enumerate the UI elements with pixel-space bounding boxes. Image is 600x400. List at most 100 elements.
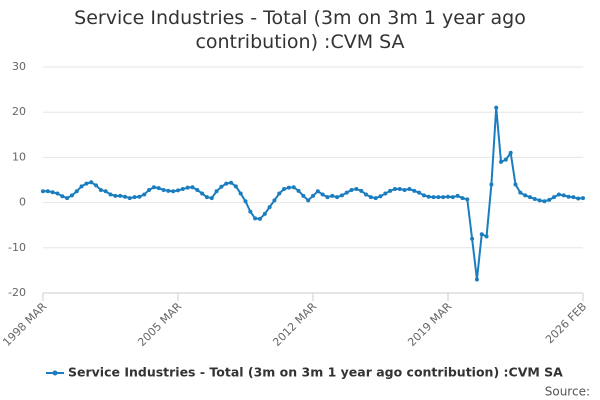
point — [547, 197, 552, 202]
point — [195, 187, 200, 192]
y-tick-label: -10 — [8, 241, 26, 254]
point — [156, 186, 161, 191]
x-tick-label: 2012 MAR — [270, 300, 319, 349]
point — [277, 191, 282, 196]
point — [272, 198, 277, 203]
point — [494, 105, 499, 110]
point — [335, 195, 340, 200]
point — [392, 187, 397, 192]
point — [151, 185, 156, 190]
point — [368, 195, 373, 200]
point — [344, 190, 349, 195]
point — [349, 187, 354, 192]
point — [122, 194, 127, 199]
point — [306, 198, 311, 203]
point — [98, 187, 103, 192]
point — [460, 196, 465, 201]
point — [513, 182, 518, 187]
x-tick-label: 2019 MAR — [405, 300, 454, 349]
point — [315, 189, 320, 194]
point — [426, 194, 431, 199]
point — [320, 192, 325, 197]
point — [339, 193, 344, 198]
point — [190, 185, 195, 190]
point — [113, 193, 118, 198]
point — [556, 192, 561, 197]
point — [50, 190, 55, 195]
point — [209, 196, 214, 201]
point — [74, 189, 79, 194]
point — [94, 183, 99, 188]
point — [89, 180, 94, 185]
point — [282, 187, 287, 192]
point — [166, 188, 171, 193]
point — [532, 196, 537, 201]
point — [450, 195, 455, 200]
point — [253, 216, 258, 221]
point — [581, 196, 585, 201]
point — [60, 194, 65, 199]
point — [402, 187, 407, 192]
legend-marker — [52, 370, 58, 376]
y-tick-label: -20 — [8, 286, 26, 299]
point — [576, 196, 581, 201]
point — [257, 216, 262, 221]
point — [537, 198, 542, 203]
point — [296, 188, 301, 193]
point — [421, 193, 426, 198]
point — [224, 181, 229, 186]
point — [69, 193, 74, 198]
point — [474, 277, 479, 282]
point — [147, 187, 152, 192]
point — [84, 181, 89, 186]
point — [248, 209, 253, 214]
point — [561, 193, 566, 198]
point — [571, 195, 576, 200]
y-tick-label: 10 — [12, 150, 26, 163]
point — [65, 196, 70, 201]
point — [233, 184, 238, 189]
point — [373, 196, 378, 201]
point — [441, 195, 446, 200]
point — [446, 194, 450, 199]
point — [180, 187, 185, 192]
point — [262, 211, 267, 216]
point — [542, 199, 547, 204]
point — [204, 195, 209, 200]
x-tick-label: 2026 FEB — [543, 300, 589, 346]
point — [484, 234, 489, 239]
point — [364, 192, 369, 197]
point — [383, 191, 388, 196]
point — [552, 195, 557, 200]
point — [243, 199, 248, 204]
y-tick-label: 0 — [19, 196, 26, 209]
point — [527, 195, 532, 200]
point — [267, 205, 272, 210]
legend-label: Service Industries - Total (3m on 3m 1 y… — [68, 365, 563, 380]
point — [132, 195, 137, 200]
point — [431, 195, 436, 200]
point — [311, 193, 315, 198]
point — [436, 195, 441, 200]
point — [185, 185, 190, 190]
point — [291, 185, 296, 190]
point — [503, 157, 508, 162]
point — [397, 187, 402, 192]
point — [286, 185, 291, 190]
point — [41, 189, 45, 194]
source: Source: — [545, 385, 590, 399]
point — [566, 194, 571, 199]
point — [103, 189, 108, 194]
y-tick-label: 20 — [12, 105, 26, 118]
point — [508, 150, 513, 155]
point — [108, 192, 113, 197]
point — [523, 193, 528, 198]
point — [378, 194, 383, 199]
x-tick-label: 2005 MAR — [135, 300, 184, 349]
point — [518, 190, 523, 195]
point — [137, 194, 142, 199]
point — [176, 188, 180, 193]
point — [499, 159, 504, 164]
